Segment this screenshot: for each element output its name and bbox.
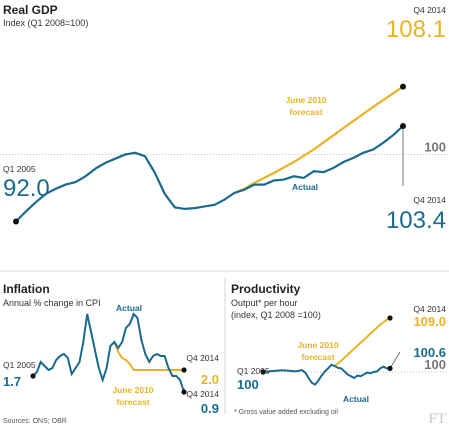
productivity-start-marker	[260, 369, 266, 375]
productivity-subtitle-line2: (index, Q1 2008 =100)	[231, 310, 321, 320]
gdp-forecast-line	[233, 85, 404, 195]
productivity-start-value: 100	[237, 377, 259, 392]
inflation-start-marker	[30, 373, 36, 379]
inflation-forecast-line	[113, 341, 184, 371]
gdp-actual-line	[15, 125, 404, 223]
gdp-actual-end-marker	[400, 123, 406, 130]
gdp-start-marker	[13, 218, 19, 225]
productivity-actual-line	[262, 363, 390, 386]
productivity-actual-end-value: 100.6	[413, 345, 446, 360]
gdp-start-value: 92.0	[3, 175, 50, 202]
productivity-forecast-end-marker	[387, 315, 393, 321]
productivity-actual-end-marker	[387, 365, 393, 371]
gdp-start-period: Q1 2005	[3, 164, 36, 174]
ft-logo: FT	[428, 411, 446, 426]
productivity-forecast-label-line2: forecast	[301, 352, 334, 362]
inflation-forecast-label-line1: June 2010	[112, 385, 153, 395]
inflation-actual-end-value: 0.9	[201, 401, 219, 416]
inflation-subtitle: Annual % change in CPI	[3, 298, 101, 308]
inflation-start-period: Q1 2005	[3, 360, 36, 370]
source-note: Sources: ONS; OBR	[3, 418, 67, 425]
inflation-panel: Inflation Annual % change in CPI Q1 2005…	[3, 282, 219, 416]
gdp-forecast-label-line1: June 2010	[285, 95, 326, 105]
gdp-title: Real GDP	[3, 3, 58, 17]
inflation-start-value: 1.7	[3, 374, 21, 389]
productivity-panel: Productivity Output* per hour (index, Q1…	[231, 282, 449, 416]
productivity-end-period: Q4 2014	[413, 304, 446, 314]
productivity-title: Productivity	[231, 282, 301, 296]
inflation-forecast-end-value: 2.0	[201, 372, 219, 387]
gdp-actual-label: Actual	[292, 182, 318, 192]
gdp-reference-label: 100	[424, 140, 446, 155]
productivity-reference-label: 100	[424, 357, 446, 372]
productivity-forecast-label-line1: June 2010	[297, 340, 338, 350]
gdp-actual-end-value: 103.4	[386, 207, 446, 234]
productivity-actual-label: Actual	[343, 394, 369, 404]
gdp-actual-end-period: Q4 2014	[413, 195, 446, 205]
gdp-forecast-end-period: Q4 2014	[413, 5, 446, 15]
gdp-panel: Real GDP Index (Q1 2008=100) 100 Q1 2005…	[0, 3, 449, 234]
inflation-actual-line	[32, 312, 185, 393]
gdp-subtitle: Index (Q1 2008=100)	[3, 18, 88, 28]
gdp-forecast-label-line2: forecast	[289, 107, 322, 117]
productivity-forecast-end-value: 109.0	[413, 314, 446, 329]
inflation-actual-end-marker	[181, 389, 187, 395]
productivity-actual-leader-line	[389, 351, 401, 369]
inflation-actual-label: Actual	[116, 303, 142, 313]
inflation-forecast-end-marker	[181, 367, 187, 373]
gdp-forecast-end-marker	[400, 83, 406, 90]
inflation-end-period-bottom: Q4 2014	[186, 389, 219, 399]
productivity-forecast-line	[333, 317, 391, 367]
inflation-end-period-top: Q4 2014	[186, 353, 219, 363]
gdp-forecast-end-value: 108.1	[386, 16, 446, 43]
productivity-footnote: * Gross value added excluding oil	[234, 409, 338, 416]
productivity-subtitle-line1: Output* per hour	[231, 298, 298, 308]
inflation-forecast-label-line2: forecast	[116, 397, 149, 407]
inflation-title: Inflation	[3, 282, 50, 296]
productivity-start-period: Q1 2005	[237, 366, 270, 376]
